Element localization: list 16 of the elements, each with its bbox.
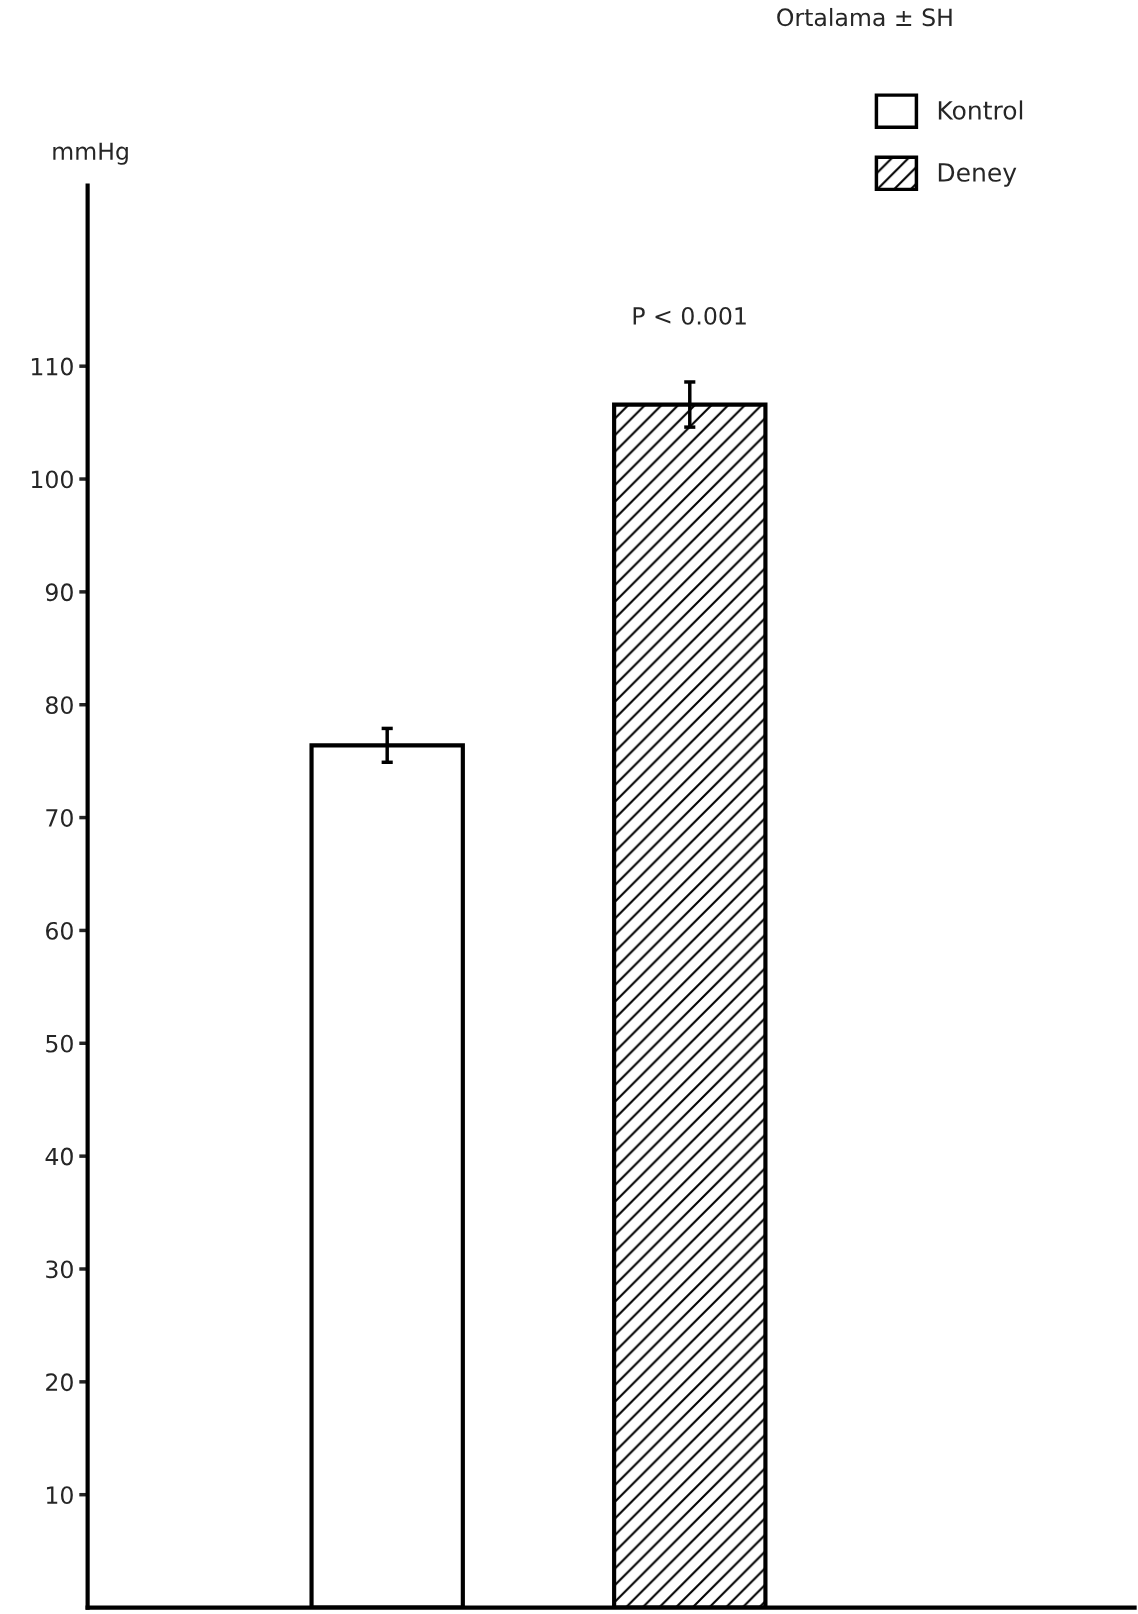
- legend-label: Kontrol: [938, 100, 1023, 120]
- y-tick-label: 40: [45, 1147, 73, 1166]
- y-tick-label: 100: [31, 470, 73, 489]
- y-axis-title: mmHg: [53, 142, 128, 165]
- y-tick-label: 10: [46, 1486, 73, 1504]
- y-tick-label: 50: [46, 1034, 73, 1053]
- annotation: P < 0.001: [633, 306, 746, 325]
- text: Ortalama ± SH: [777, 7, 952, 27]
- legend-label: Deney: [938, 163, 1017, 187]
- y-tick-label: 20: [46, 1373, 73, 1392]
- y-tick-label: 70: [46, 809, 73, 827]
- y-tick-label: 30: [46, 1260, 73, 1279]
- y-tick-label: 110: [31, 357, 73, 376]
- y-tick-label: 60: [46, 921, 73, 940]
- y-tick-label: 90: [45, 583, 73, 602]
- y-tick-label: 80: [45, 696, 73, 715]
